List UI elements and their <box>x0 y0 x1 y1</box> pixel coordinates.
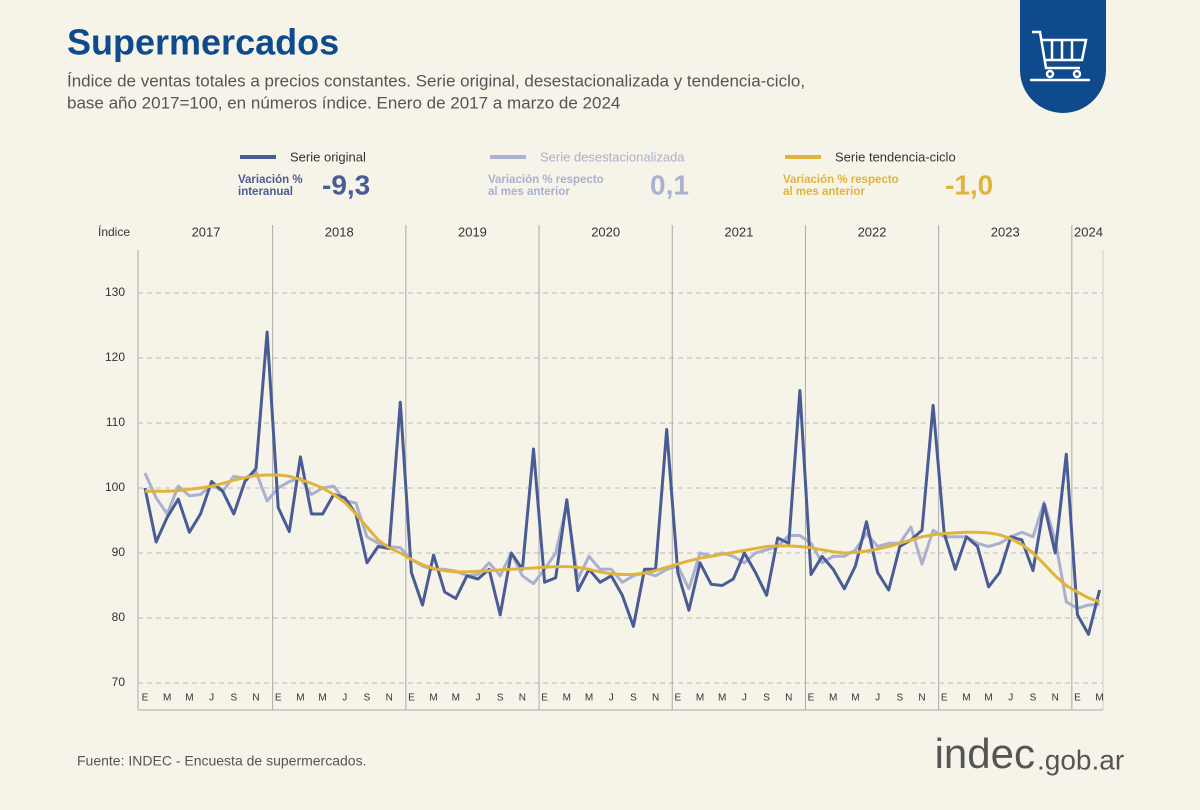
year-label: 2020 <box>591 224 620 239</box>
logo: indec <box>935 730 1035 777</box>
x-tick-label: J <box>209 693 214 704</box>
x-tick-label: J <box>1008 693 1013 704</box>
x-tick-label: E <box>808 693 815 704</box>
y-tick-label: 90 <box>112 545 126 559</box>
y-tick-label: 80 <box>112 610 126 624</box>
y-tick-label: 130 <box>105 285 125 299</box>
x-tick-label: J <box>342 693 347 704</box>
stat-value: -1,0 <box>945 169 993 200</box>
x-tick-label: M <box>1095 693 1103 704</box>
stat-value: -9,3 <box>322 169 370 200</box>
stat-label: al mes anterior <box>783 186 865 198</box>
y-tick-label: 70 <box>112 675 126 689</box>
x-tick-label: M <box>429 693 437 704</box>
y-tick-label: 100 <box>105 480 125 494</box>
year-label: 2017 <box>192 224 221 239</box>
x-tick-label: N <box>252 693 259 704</box>
x-tick-label: J <box>742 693 747 704</box>
x-tick-label: M <box>696 693 704 704</box>
x-tick-label: J <box>609 693 614 704</box>
x-tick-label: M <box>962 693 970 704</box>
y-axis-label: Índice <box>98 224 130 239</box>
legend-label: Serie desestacionalizada <box>540 149 685 164</box>
x-tick-label: N <box>519 693 526 704</box>
x-tick-label: S <box>763 693 770 704</box>
x-tick-label: N <box>918 693 925 704</box>
x-tick-label: E <box>674 693 681 704</box>
cart-badge <box>1020 0 1106 113</box>
x-tick-label: S <box>630 693 637 704</box>
x-tick-label: S <box>896 693 903 704</box>
x-tick-label: J <box>476 693 481 704</box>
year-label: 2024 <box>1074 224 1103 239</box>
series-line <box>145 473 1101 604</box>
y-tick-label: 120 <box>105 350 125 364</box>
x-tick-label: N <box>1052 693 1059 704</box>
x-tick-label: E <box>142 693 149 704</box>
x-tick-label: M <box>185 693 193 704</box>
x-tick-label: S <box>497 693 504 704</box>
x-tick-label: M <box>585 693 593 704</box>
chart-title: Supermercados <box>67 22 339 63</box>
year-label: 2021 <box>724 224 753 239</box>
x-tick-label: S <box>1030 693 1037 704</box>
stat-label: Variación % <box>238 174 303 186</box>
year-label: 2022 <box>858 224 887 239</box>
stat-label: al mes anterior <box>488 186 570 198</box>
stat-label: Variación % respecto <box>783 174 899 186</box>
x-tick-label: M <box>296 693 304 704</box>
x-tick-label: M <box>984 693 992 704</box>
year-label: 2018 <box>325 224 354 239</box>
subtitle: base año 2017=100, en números índice. En… <box>67 93 620 112</box>
x-tick-label: E <box>275 693 282 704</box>
x-tick-label: M <box>851 693 859 704</box>
x-tick-label: M <box>318 693 326 704</box>
year-label: 2019 <box>458 224 487 239</box>
stat-value: 0,1 <box>650 169 689 200</box>
x-tick-label: J <box>875 693 880 704</box>
x-tick-label: E <box>1074 693 1081 704</box>
stat-label: interanual <box>238 186 293 198</box>
x-tick-label: S <box>230 693 237 704</box>
legend-label: Serie original <box>290 149 366 164</box>
logo-suffix: .gob.ar <box>1037 744 1124 775</box>
x-tick-label: N <box>652 693 659 704</box>
x-tick-label: E <box>541 693 548 704</box>
year-label: 2023 <box>991 224 1020 239</box>
subtitle: Índice de ventas totales a precios const… <box>67 71 805 90</box>
series-line <box>143 330 1102 636</box>
x-tick-label: M <box>163 693 171 704</box>
x-tick-label: N <box>386 693 393 704</box>
x-tick-label: M <box>829 693 837 704</box>
x-tick-label: E <box>408 693 415 704</box>
x-tick-label: N <box>785 693 792 704</box>
legend-label: Serie tendencia-ciclo <box>835 149 956 164</box>
x-tick-label: S <box>364 693 371 704</box>
x-tick-label: M <box>563 693 571 704</box>
x-tick-label: M <box>718 693 726 704</box>
x-tick-label: M <box>452 693 460 704</box>
source: Fuente: INDEC - Encuesta de supermercado… <box>77 753 366 769</box>
stat-label: Variación % respecto <box>488 174 604 186</box>
x-tick-label: E <box>941 693 948 704</box>
y-tick-label: 110 <box>106 415 125 429</box>
